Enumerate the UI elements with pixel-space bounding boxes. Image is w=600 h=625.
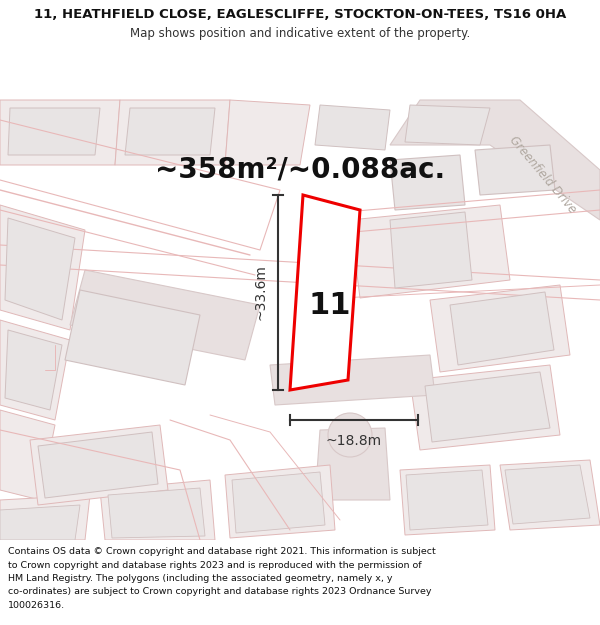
Polygon shape [70, 270, 260, 360]
Text: to Crown copyright and database rights 2023 and is reproduced with the permissio: to Crown copyright and database rights 2… [8, 561, 422, 569]
Polygon shape [406, 470, 488, 530]
Polygon shape [125, 108, 215, 155]
Polygon shape [0, 410, 55, 500]
Polygon shape [500, 460, 600, 530]
Polygon shape [0, 205, 85, 330]
Polygon shape [0, 100, 120, 165]
Polygon shape [425, 372, 550, 442]
Polygon shape [270, 355, 435, 405]
Polygon shape [430, 285, 570, 372]
Polygon shape [0, 505, 80, 540]
Polygon shape [65, 290, 200, 385]
Polygon shape [450, 292, 554, 365]
Polygon shape [390, 155, 465, 210]
Text: 100026316.: 100026316. [8, 601, 65, 610]
Polygon shape [350, 205, 510, 298]
Text: ~358m²/~0.088ac.: ~358m²/~0.088ac. [155, 156, 445, 184]
Text: Greenfield Drive: Greenfield Drive [507, 134, 579, 216]
Text: Map shows position and indicative extent of the property.: Map shows position and indicative extent… [130, 28, 470, 41]
Circle shape [328, 413, 372, 457]
Polygon shape [100, 480, 215, 540]
Polygon shape [405, 105, 490, 145]
Polygon shape [8, 108, 100, 155]
Polygon shape [225, 100, 310, 165]
Text: 11: 11 [309, 291, 351, 319]
Text: ~33.6m: ~33.6m [254, 264, 268, 321]
Polygon shape [400, 465, 495, 535]
Text: HM Land Registry. The polygons (including the associated geometry, namely x, y: HM Land Registry. The polygons (includin… [8, 574, 392, 583]
Polygon shape [390, 212, 472, 288]
Polygon shape [315, 428, 390, 500]
Polygon shape [115, 100, 230, 165]
Polygon shape [5, 330, 62, 410]
Text: Contains OS data © Crown copyright and database right 2021. This information is : Contains OS data © Crown copyright and d… [8, 547, 436, 556]
Polygon shape [390, 100, 600, 220]
Polygon shape [5, 218, 75, 320]
Polygon shape [108, 488, 205, 538]
Polygon shape [290, 195, 360, 390]
Polygon shape [0, 320, 70, 420]
Text: ~18.8m: ~18.8m [326, 434, 382, 448]
Text: co-ordinates) are subject to Crown copyright and database rights 2023 Ordnance S: co-ordinates) are subject to Crown copyr… [8, 588, 431, 596]
Polygon shape [232, 472, 325, 533]
Polygon shape [38, 432, 158, 498]
Polygon shape [410, 365, 560, 450]
Polygon shape [315, 105, 390, 150]
Polygon shape [225, 465, 335, 538]
Polygon shape [475, 145, 555, 195]
Polygon shape [505, 465, 590, 524]
Text: 11, HEATHFIELD CLOSE, EAGLESCLIFFE, STOCKTON-ON-TEES, TS16 0HA: 11, HEATHFIELD CLOSE, EAGLESCLIFFE, STOC… [34, 9, 566, 21]
Polygon shape [30, 425, 168, 505]
Polygon shape [0, 495, 90, 540]
